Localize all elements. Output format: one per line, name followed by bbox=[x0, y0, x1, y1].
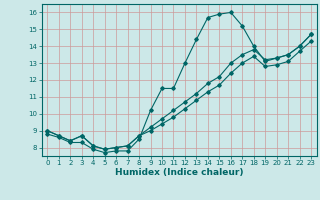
X-axis label: Humidex (Indice chaleur): Humidex (Indice chaleur) bbox=[115, 168, 244, 177]
